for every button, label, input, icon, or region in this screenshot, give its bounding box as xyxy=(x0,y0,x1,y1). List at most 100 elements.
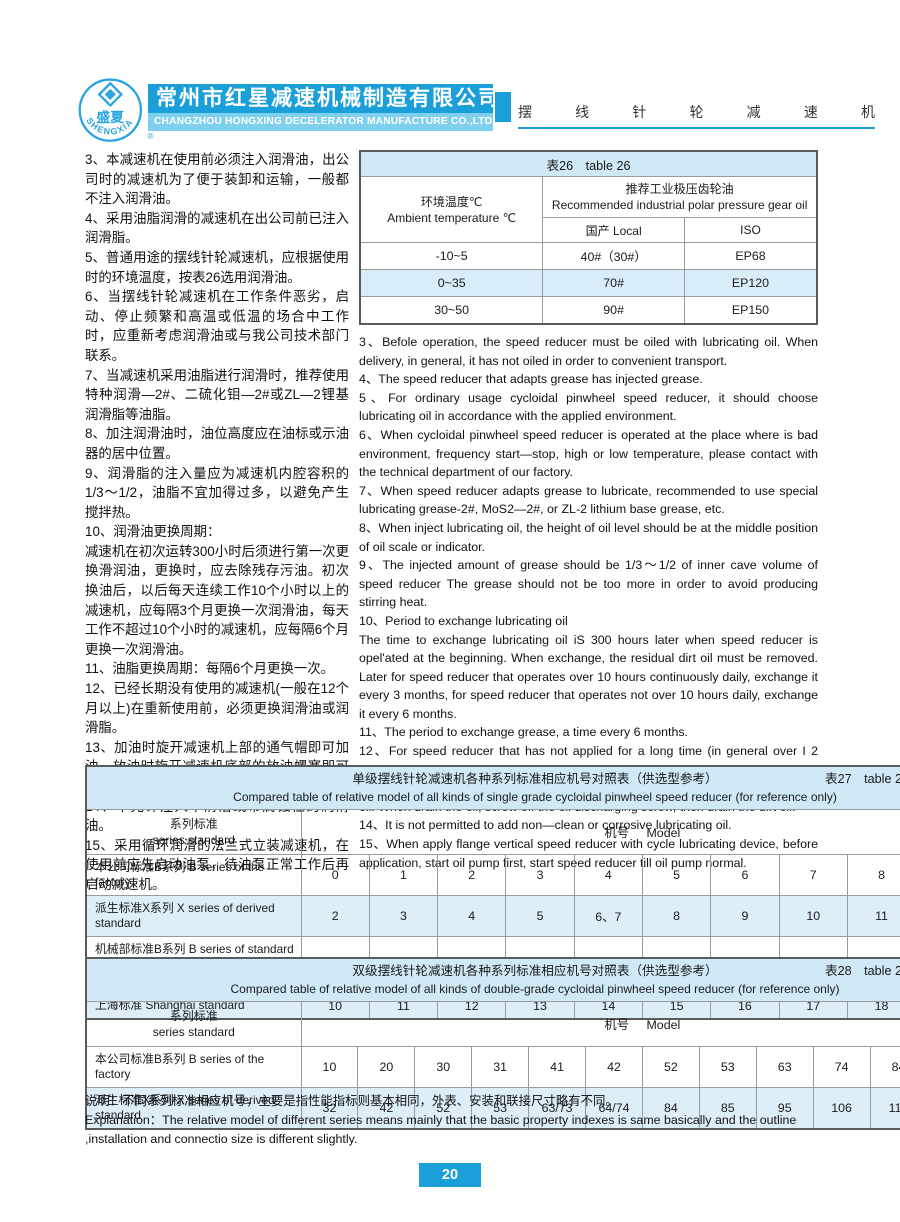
subheader-iso: ISO xyxy=(683,217,818,243)
instruction-item-en: 11、The period to exchange grease, a time… xyxy=(359,725,688,740)
product-series-title: 摆线针轮减速机 xyxy=(518,104,875,120)
table-cell: 30 xyxy=(414,1046,473,1088)
page-header: 盛夏 SHENGXIA ® 常州市红星减速机械制造有限公司 CHANGZHOU … xyxy=(70,74,875,146)
instruction-item-en: 8、When inject lubricating oil, the heigh… xyxy=(359,520,818,554)
explanation-cn: 说明：不同系列标准相应机号，主要是指性能指标则基本相同，外表、安装和联接尺寸略有… xyxy=(85,1094,618,1108)
table-28-title-en: Compared table of relative model of all … xyxy=(230,982,840,996)
table-cell: 53 xyxy=(471,1087,530,1130)
series-standard-header: 系列标准 series standard xyxy=(85,1001,302,1047)
table-cell: 41 xyxy=(528,1046,587,1088)
instruction-item-en: 9、The injected amount of grease should b… xyxy=(359,558,818,610)
logo-diamond-icon xyxy=(97,81,124,108)
table-26: 表26 table 26 环境温度℃ Ambient temperature ℃… xyxy=(359,150,818,325)
table-cell: 32 xyxy=(300,1087,359,1130)
company-title-block: 常州市红星减速机械制造有限公司 CHANGZHOU HONGXING DECEL… xyxy=(148,84,499,131)
row-label: 派生标准X系列 X series of derived standard xyxy=(85,1087,302,1130)
series-standard-cn: 系列标准 xyxy=(169,1009,218,1023)
instruction-item-cn: 6、当摆线针轮减速机在工作条件恶劣，启动、停止频繁和高温或低温的场合中工作时，应… xyxy=(85,289,349,363)
table-cell: 70# xyxy=(542,269,685,297)
table-cell: EP150 xyxy=(683,296,818,325)
table-26-col1-header: 环境温度℃ Ambient temperature ℃ xyxy=(359,176,544,243)
table-28: 双级摆线针轮减速机各种系列标准相应机号对照表（供选型参考） 表28 table … xyxy=(85,957,900,1130)
instruction-item-en: 3、Befole operation, the speed reducer mu… xyxy=(359,335,818,368)
table-cell: EP120 xyxy=(683,269,818,297)
table-cell: 63/73 xyxy=(528,1087,587,1130)
table-cell: 64/74 xyxy=(585,1087,643,1130)
logo-graphic: 盛夏 SHENGXIA ® xyxy=(78,78,154,142)
table-27-title-cn: 单级摆线针轮减速机各种系列标准相应机号对照表（供选型参考） xyxy=(352,772,718,786)
table-cell: 5 xyxy=(505,895,575,937)
table-cell: 84 xyxy=(869,1046,900,1088)
table-cell: 5 xyxy=(641,854,712,896)
table-cell: 63 xyxy=(755,1046,814,1088)
instruction-item-en: 7、When speed reducer adapts grease to lu… xyxy=(359,483,818,517)
table-row: -10~5 40#（30#） EP68 xyxy=(359,242,818,270)
table-cell: 53 xyxy=(698,1046,757,1088)
row-label: 派生标准X系列 X series of derived standard xyxy=(85,895,302,937)
row-label: 本公司标准B系列 B series of the factory xyxy=(85,1046,302,1088)
table-cell: 4 xyxy=(437,895,507,937)
page-number-badge: 20 xyxy=(419,1163,481,1187)
company-logo: 盛夏 SHENGXIA ® xyxy=(70,74,158,150)
table-row: 派生标准X系列 X series of derived standard 32 4… xyxy=(85,1087,900,1130)
logo-brand-cn: 盛夏 xyxy=(96,109,125,125)
table-cell: 30~50 xyxy=(359,296,544,325)
logo-diamond-inner-icon xyxy=(104,88,116,100)
instruction-item-cn: 8、加注润滑油时，油位高度应在油标或示油器的居中位置。 xyxy=(85,426,349,461)
table-cell: 10 xyxy=(778,895,848,937)
table-row: 0~35 70# EP120 xyxy=(359,269,818,297)
table-28-title: 双级摆线针轮减速机各种系列标准相应机号对照表（供选型参考） 表28 table … xyxy=(85,957,900,1002)
instruction-item-en: 4、The speed reducer that adapts grease h… xyxy=(359,372,703,387)
right-column: 表26 table 26 环境温度℃ Ambient temperature ℃… xyxy=(359,150,818,872)
table-cell: 1 xyxy=(368,854,439,896)
table-cell: 95 xyxy=(755,1087,814,1130)
registered-mark-icon: ® xyxy=(147,131,153,141)
table-cell: 4 xyxy=(573,854,643,896)
table-cell: 2 xyxy=(300,895,370,937)
table-cell: 106 xyxy=(812,1087,871,1130)
instruction-item-cn: 5、普通用途的摆线针轮减速机，应根据使用时的环境温度，按表26选用润滑油。 xyxy=(85,249,349,285)
table-27-title-en: Compared table of relative model of all … xyxy=(233,790,837,804)
table-cell: -10~5 xyxy=(359,242,544,270)
series-standard-en: series standard xyxy=(152,1025,235,1039)
instruction-item-cn: 4、采用油脂润滑的减速机在出公司前已注入润滑脂。 xyxy=(85,210,349,246)
table-cell: 3 xyxy=(368,895,439,937)
instruction-item-cn: 减速机在初次运转300小时后须进行第一次更换滑润油，更换时，应去除残存污油。初次… xyxy=(85,543,349,657)
content-columns: 3、本减速机在使用前必须注入润滑油，出公司时的减速机为了便于装卸和运输，一般都不… xyxy=(85,150,818,895)
table-cell: 42 xyxy=(585,1046,643,1088)
instruction-item-cn: 11、油脂更换周期：每隔6个月更换一次。 xyxy=(85,661,334,677)
table-26-title: 表26 table 26 xyxy=(359,150,818,177)
subheader-local: 国产 Local xyxy=(542,217,685,243)
table-cell: 40#（30#） xyxy=(542,242,685,270)
table-cell: 52 xyxy=(641,1046,700,1088)
model-header: 机号 Model xyxy=(300,1001,900,1047)
company-name-cn: 常州市红星减速机械制造有限公司 xyxy=(148,84,499,113)
series-standard-header: 系列标准 series standard xyxy=(85,809,302,855)
table-28-title-cn: 双级摆线针轮减速机各种系列标准相应机号对照表（供选型参考） xyxy=(352,964,718,978)
table-cell: 8 xyxy=(846,854,900,896)
company-name-en: CHANGZHOU HONGXING DECELERATOR MANUFACTU… xyxy=(148,113,495,131)
table-row: 本公司标准B系列 B series of the factory 10 20 30 3… xyxy=(85,1046,900,1088)
table-cell: 20 xyxy=(357,1046,416,1088)
instruction-item-cn: 7、当减速机采用油脂进行润滑时，推荐使用特种润滑—2#、二硫化钼—2#或ZL—2… xyxy=(85,367,349,422)
model-header-en: Model xyxy=(646,826,681,840)
table-28-number: 表28 table 28 xyxy=(824,964,900,978)
model-header-cn: 机号 xyxy=(604,1018,630,1032)
table-27-number: 表27 table 27 xyxy=(824,772,900,786)
product-series-rule: 摆线针轮减速机 xyxy=(518,102,875,129)
table-cell: 9 xyxy=(710,895,780,937)
instruction-item-en: The time to exchange lubricating oil iS … xyxy=(359,632,818,721)
col2-header-en: Recommended industrial polar pressure ge… xyxy=(551,198,808,212)
table-cell: 2 xyxy=(437,854,507,896)
table-row: 30~50 90# EP150 xyxy=(359,296,818,325)
table-26-col2-header: 推荐工业极压齿轮油 Recommended industrial polar p… xyxy=(542,176,818,218)
instruction-item-cn: 9、润滑脂的注入量应为减速机内腔容积的1/3～1/2，油脂不宜加得过多，以避免产… xyxy=(85,465,349,520)
model-header: 机号 Model xyxy=(300,809,900,855)
col1-header-en: Ambient temperature ℃ xyxy=(387,210,517,225)
model-header-cn: 机号 xyxy=(604,826,630,840)
table-cell: 90# xyxy=(542,296,685,325)
table-cell: 7 xyxy=(778,854,848,896)
model-header-en: Model xyxy=(646,1018,681,1032)
